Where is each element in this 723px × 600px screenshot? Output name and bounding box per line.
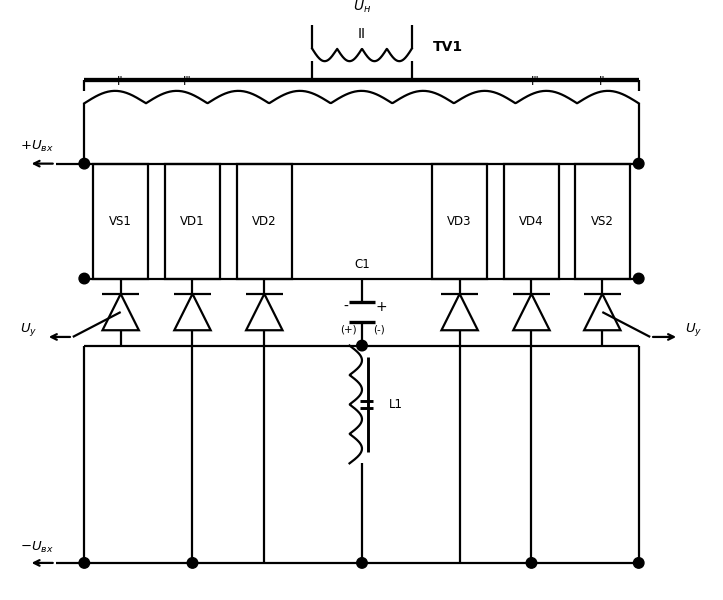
Text: VS2: VS2 (591, 215, 614, 227)
Text: VS1: VS1 (109, 215, 132, 227)
Text: (-): (-) (373, 324, 385, 334)
Text: $+U_{вх}$: $+U_{вх}$ (20, 139, 54, 154)
Text: L1: L1 (389, 398, 403, 411)
Circle shape (79, 158, 90, 169)
Text: $U_y$: $U_y$ (20, 321, 38, 338)
Text: -: - (343, 300, 348, 314)
Bar (504, 164, 559, 278)
Text: (+): (+) (341, 324, 357, 334)
Text: TV1: TV1 (433, 40, 463, 54)
Text: I': I' (117, 75, 124, 88)
Bar (236, 164, 292, 278)
Circle shape (79, 273, 90, 284)
Circle shape (356, 340, 367, 351)
Bar (165, 164, 221, 278)
Bar (93, 164, 148, 278)
Circle shape (356, 557, 367, 568)
Text: I": I" (184, 75, 192, 88)
Circle shape (633, 273, 644, 284)
Text: I": I" (531, 75, 539, 88)
Circle shape (187, 557, 198, 568)
Text: $-U_{вх}$: $-U_{вх}$ (20, 540, 54, 555)
Circle shape (633, 158, 644, 169)
Text: VD2: VD2 (252, 215, 277, 227)
Circle shape (633, 557, 644, 568)
Circle shape (79, 557, 90, 568)
Text: VD4: VD4 (519, 215, 544, 227)
Text: C1: C1 (354, 258, 370, 271)
Text: $U_y$: $U_y$ (685, 321, 702, 338)
Bar (575, 164, 630, 278)
Bar (432, 164, 487, 278)
Circle shape (526, 557, 536, 568)
Text: II: II (358, 27, 366, 41)
Text: +: + (375, 300, 387, 314)
Text: VD1: VD1 (180, 215, 205, 227)
Text: VD3: VD3 (448, 215, 472, 227)
Text: I': I' (599, 75, 606, 88)
Text: $U_н$: $U_н$ (353, 0, 371, 15)
